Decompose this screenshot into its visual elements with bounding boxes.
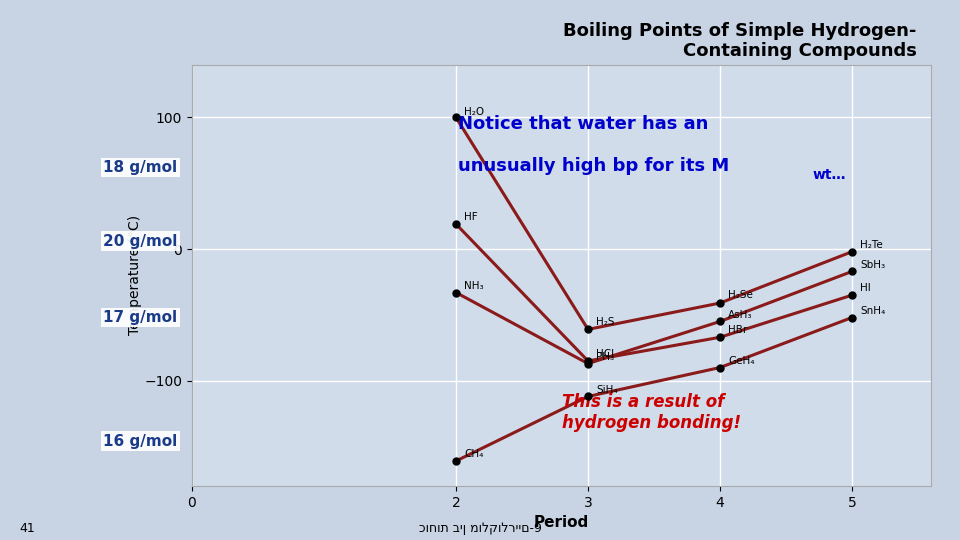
- Point: [845, 247, 860, 256]
- Point: [712, 363, 728, 372]
- Text: H₂S: H₂S: [596, 318, 614, 327]
- Text: unusually high bp for its M: unusually high bp for its M: [458, 158, 730, 176]
- X-axis label: Period: Period: [534, 515, 589, 530]
- Text: CH₄: CH₄: [464, 449, 483, 459]
- Point: [845, 291, 860, 300]
- Point: [712, 299, 728, 307]
- Text: PH₃: PH₃: [596, 352, 614, 362]
- Point: [845, 313, 860, 322]
- Text: 18 g/mol: 18 g/mol: [103, 160, 178, 175]
- Text: כוחות בין מולקולריים-9: כוחות בין מולקולריים-9: [419, 522, 541, 535]
- Text: Boiling Points of Simple Hydrogen-
Containing Compounds: Boiling Points of Simple Hydrogen- Conta…: [564, 22, 917, 60]
- Text: NH₃: NH₃: [464, 281, 484, 291]
- Point: [580, 392, 595, 401]
- Text: SnH₄: SnH₄: [860, 306, 885, 315]
- Text: HF: HF: [464, 212, 477, 222]
- Text: 16 g/mol: 16 g/mol: [103, 434, 178, 449]
- Text: 20 g/mol: 20 g/mol: [103, 234, 178, 249]
- Text: wt…: wt…: [813, 168, 847, 182]
- Point: [448, 113, 464, 122]
- Point: [845, 267, 860, 276]
- Text: HCl: HCl: [596, 349, 614, 359]
- Point: [448, 220, 464, 228]
- Point: [448, 457, 464, 465]
- Point: [712, 317, 728, 326]
- Y-axis label: Temperature (°C): Temperature (°C): [128, 215, 141, 335]
- Point: [580, 356, 595, 365]
- Text: HBr: HBr: [728, 325, 747, 335]
- Text: SbH₃: SbH₃: [860, 260, 885, 269]
- Text: AsH₃: AsH₃: [728, 309, 753, 320]
- Text: GeH₄: GeH₄: [728, 355, 755, 366]
- Point: [580, 359, 595, 368]
- Text: HI: HI: [860, 283, 871, 293]
- Text: H₂Te: H₂Te: [860, 240, 882, 250]
- Text: This is a result of
hydrogen bonding!: This is a result of hydrogen bonding!: [562, 393, 741, 432]
- Point: [448, 288, 464, 297]
- Point: [580, 325, 595, 334]
- Point: [712, 333, 728, 342]
- Text: SiH₄: SiH₄: [596, 384, 617, 395]
- Text: H₂O: H₂O: [464, 107, 484, 117]
- Text: 41: 41: [19, 522, 35, 535]
- Text: 17 g/mol: 17 g/mol: [103, 310, 178, 325]
- Text: Notice that water has an: Notice that water has an: [458, 116, 708, 133]
- Text: H₂Se: H₂Se: [728, 290, 753, 300]
